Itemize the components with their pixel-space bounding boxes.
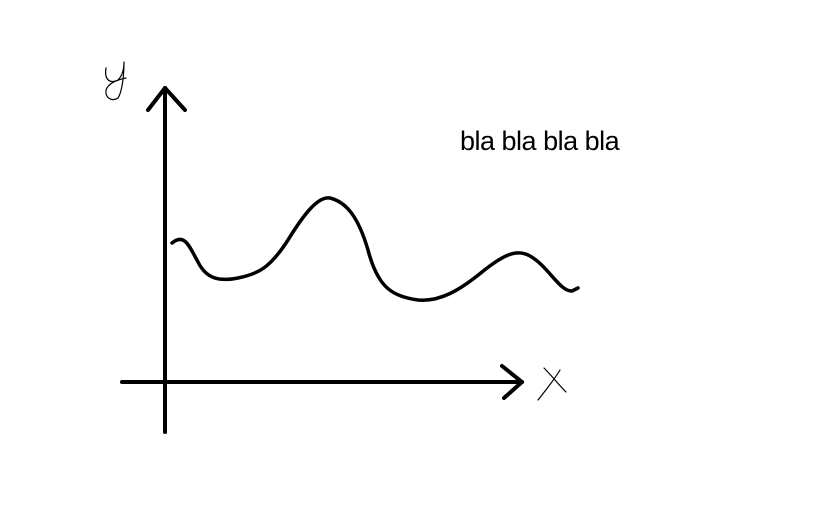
x-axis-arrowhead [500, 364, 524, 400]
x-axis-label-glyph [537, 367, 567, 401]
x-axis [120, 364, 524, 400]
y-axis-arrowhead [146, 86, 187, 112]
sketch-curve [170, 196, 580, 302]
y-axis-label-glyph [105, 61, 127, 101]
y-axis [146, 86, 187, 434]
annotation-text: bla bla bla bla [460, 126, 620, 156]
